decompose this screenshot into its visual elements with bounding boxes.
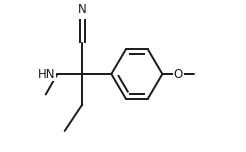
Text: O: O (174, 67, 183, 81)
Text: HN: HN (38, 67, 55, 81)
Text: N: N (78, 3, 87, 16)
